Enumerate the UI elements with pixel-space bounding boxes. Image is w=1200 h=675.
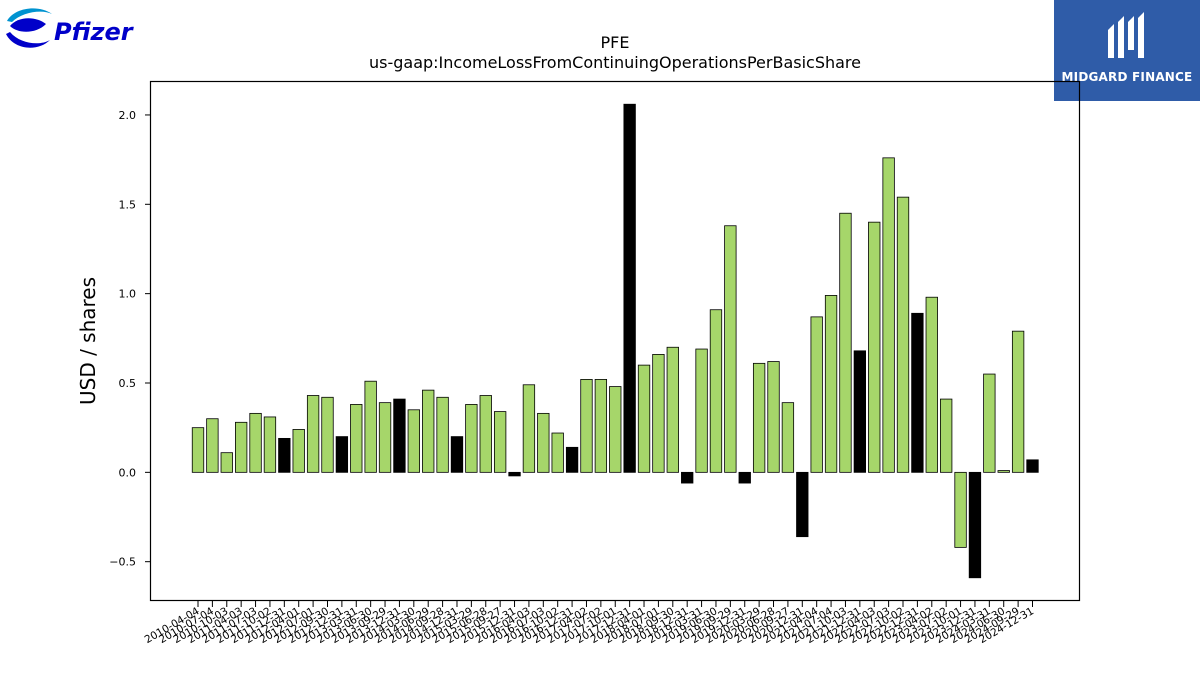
bar <box>853 350 867 473</box>
chart-title: PFE <box>601 33 630 52</box>
midgard-finance-logo: MIDGARD FINANCE <box>1054 0 1200 101</box>
y-tick-label: 0.0 <box>119 466 137 479</box>
bar <box>479 395 492 473</box>
bar <box>407 409 420 473</box>
bars-group <box>191 103 1039 579</box>
bar <box>594 379 608 473</box>
midgard-finance-wordmark: MIDGARD FINANCE <box>1061 70 1193 84</box>
bar <box>537 412 550 473</box>
chart-subtitle: us-gaap:IncomeLossFromContinuingOperatio… <box>369 53 861 72</box>
bar <box>508 471 521 477</box>
bar <box>393 398 406 473</box>
bar <box>738 471 751 484</box>
bar <box>551 432 564 473</box>
bar <box>781 402 795 473</box>
bar <box>1026 459 1039 473</box>
y-tick-label: 1.5 <box>119 198 137 211</box>
y-tick-label: 0.5 <box>119 377 137 390</box>
svg-text:Pfizer: Pfizer <box>54 18 134 46</box>
y-axis: −0.5 0.0 0.5 1.0 1.5 2.0 <box>109 109 150 569</box>
bar <box>522 384 536 473</box>
bar <box>767 361 780 473</box>
bar <box>637 364 651 473</box>
bar <box>983 373 996 473</box>
bar <box>925 296 938 473</box>
y-tick-label: 2.0 <box>119 109 137 122</box>
bar <box>378 402 392 473</box>
bar <box>724 225 737 473</box>
bar <box>436 396 449 473</box>
bar <box>796 471 809 538</box>
bar <box>868 221 881 473</box>
bar <box>954 471 967 548</box>
bar <box>839 212 852 473</box>
bar <box>235 421 248 473</box>
bar <box>896 196 910 473</box>
bar <box>249 412 262 473</box>
bar <box>335 436 349 473</box>
bar <box>206 418 219 473</box>
bar <box>493 411 507 473</box>
bar <box>422 389 435 473</box>
y-axis-label: USD / shares <box>76 277 100 405</box>
bar <box>565 446 579 473</box>
midgard-monogram-icon <box>1108 12 1144 58</box>
bar <box>364 380 377 473</box>
bar <box>1011 330 1025 473</box>
bar <box>220 452 233 473</box>
bar <box>450 436 464 473</box>
bar <box>666 346 679 473</box>
plot-frame <box>149 80 1081 602</box>
bar <box>350 404 363 473</box>
bar <box>465 404 478 473</box>
bar <box>306 395 320 473</box>
bar <box>321 396 334 473</box>
bar <box>968 471 982 579</box>
bar <box>623 103 636 473</box>
y-tick-label: −0.5 <box>109 556 136 569</box>
y-tick-label: 1.0 <box>119 288 137 301</box>
pfizer-logo: Pfizer <box>4 4 135 56</box>
bar <box>681 471 694 484</box>
bar <box>191 427 205 473</box>
pfizer-logo-mark: Pfizer <box>6 8 135 48</box>
bar <box>580 379 593 473</box>
bar <box>752 362 766 473</box>
bar <box>882 157 895 473</box>
bar <box>278 437 291 473</box>
x-axis: 2010-04-042010-07-042010-10-032011-04-03… <box>143 601 1036 646</box>
bar <box>824 295 838 473</box>
bar <box>911 312 924 473</box>
bar <box>292 429 305 473</box>
bar <box>810 316 823 473</box>
bar <box>263 416 277 473</box>
bar <box>997 470 1010 473</box>
bar <box>940 398 953 473</box>
bar <box>609 386 622 473</box>
bar <box>652 354 665 473</box>
bar <box>709 309 723 473</box>
bar <box>695 348 708 473</box>
